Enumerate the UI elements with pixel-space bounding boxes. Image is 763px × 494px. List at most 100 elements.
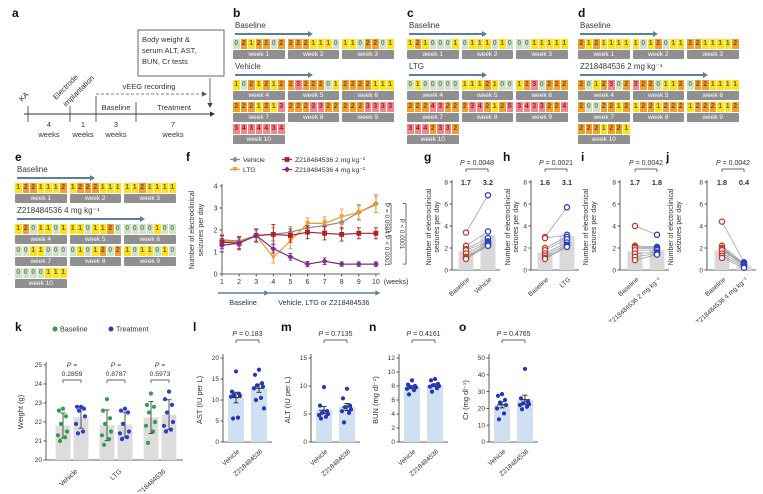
week-column: 3 4 3 4 4 3 4 week 10 xyxy=(233,124,285,144)
p-value: P = xyxy=(155,362,165,369)
seizure-count-cell: 2 xyxy=(357,102,364,112)
sample-dot xyxy=(406,392,412,397)
seizure-count-cell: 2 xyxy=(694,39,701,49)
sample-dot xyxy=(321,385,327,390)
p-value: P < 0.0001 xyxy=(383,235,390,266)
phase-header: Vehicle xyxy=(233,62,405,78)
seizure-count-cell: 1 xyxy=(146,246,153,256)
mean-value: 1.8 xyxy=(652,178,662,187)
seizure-count-cell: 2 xyxy=(357,80,364,90)
arrow-head xyxy=(308,72,313,78)
sample-dot xyxy=(233,369,239,374)
legend-label: Z218484536 2 mg kg⁻¹ xyxy=(295,157,366,164)
seizure-count-cell: 2 xyxy=(422,102,429,112)
y-tick-label: 21 xyxy=(35,438,43,445)
panel-g-label: g xyxy=(424,150,432,164)
sample-dot xyxy=(411,388,417,393)
sample-dot xyxy=(503,402,509,408)
baseline-dot xyxy=(144,402,150,407)
x-tick-label: 1 xyxy=(220,279,224,286)
seizure-count-cell: 0 xyxy=(437,80,444,90)
seizure-count-cell: 0 xyxy=(169,224,176,234)
phase-label: Vehicle xyxy=(235,62,261,71)
baseline-dot xyxy=(99,433,105,438)
timeline-diagram: Body weight & serum ALT, AST, BUN, Cr test… xyxy=(17,29,225,139)
week-label: week 5 xyxy=(461,91,513,100)
seizure-count-cell: 1 xyxy=(372,80,379,90)
seizure-count-cell: 0 xyxy=(22,246,29,256)
x-category-label: LTG xyxy=(559,276,573,289)
tests-box-line: Body weight & xyxy=(142,35,190,44)
y-tick-label: 4 xyxy=(699,223,703,230)
phase-header: Baseline xyxy=(233,21,405,37)
seizure-count-cell: 1 xyxy=(248,39,255,49)
marker-diamond xyxy=(232,156,238,163)
seizure-count-cell: 2 xyxy=(647,80,654,90)
y-tick-label: 0 xyxy=(699,267,703,274)
seizure-count-cell: 0 xyxy=(429,39,436,49)
pair-line xyxy=(721,249,745,266)
baseline-dot xyxy=(718,218,726,225)
seizure-count-cell: 0 xyxy=(437,39,444,49)
seizure-count-cell: 2 xyxy=(600,80,607,90)
seizure-count-cell: 0 xyxy=(444,80,451,90)
pair-line xyxy=(634,246,658,249)
y-tick-label: 0 xyxy=(215,439,219,446)
y-tick-label: 8 xyxy=(444,179,448,186)
phase-arrow-label: Vehicle, LTG or Z218484536 xyxy=(278,298,369,307)
x-category-label: Vehicle xyxy=(397,448,418,467)
y-axis-label: seizures per day xyxy=(196,203,205,256)
seizure-count-cell: 2 xyxy=(287,102,294,112)
seizure-count-cell: 0 xyxy=(452,80,459,90)
marker-square xyxy=(373,230,379,236)
seizure-count-cell: 1 xyxy=(647,39,654,49)
sample-dot xyxy=(522,366,528,372)
baseline-dot xyxy=(56,408,62,413)
seizure-count-cell: 4 xyxy=(561,102,568,112)
seizure-count-cell: 1 xyxy=(476,39,483,49)
seizure-count-cell: 1 xyxy=(499,39,506,49)
series-line xyxy=(221,203,377,242)
mean-bar xyxy=(339,407,355,442)
x-tick-label: 4 xyxy=(271,279,275,286)
x-tick-label: 10 xyxy=(372,279,380,286)
y-tick-label: 20 xyxy=(212,355,220,362)
y-tick-label: 50 xyxy=(478,355,486,362)
sample-dot xyxy=(517,402,523,408)
seizure-count-cell: 1 xyxy=(60,224,67,234)
marker-triangle xyxy=(373,202,379,208)
y-axis-label: Weight (g) xyxy=(16,394,25,429)
seizure-count-cell: 4 xyxy=(414,124,421,134)
baseline-dot xyxy=(150,429,156,434)
week-column: 1 1 1 2 1 0 0 week 5 xyxy=(461,80,513,100)
seizure-count-cell: 2 xyxy=(414,39,421,49)
legend-label: LTG xyxy=(243,167,256,174)
week-label: week 10 xyxy=(578,135,630,144)
y-tick-label: 0 xyxy=(303,439,307,446)
mean-value: 3.2 xyxy=(483,178,493,187)
phase-header: Baseline xyxy=(407,21,579,37)
baseline-dot xyxy=(100,408,106,413)
seizure-count-cell: 2 xyxy=(317,80,324,90)
seizure-count-cell: 3 xyxy=(233,124,240,134)
seizure-count-cell: 0 xyxy=(461,39,468,49)
arrow-head xyxy=(482,72,487,78)
panel-c-label: c xyxy=(407,6,414,20)
mean-bar xyxy=(427,385,443,442)
panel-g: g 0 2 4 6 8 1.7 3.2 P = 0.0048 Baseline Vehicle Nu… xyxy=(424,150,504,322)
pair-line xyxy=(721,247,745,265)
treatment-dot xyxy=(164,410,170,415)
seizure-count-cell: 1 xyxy=(677,39,684,49)
seizure-count-cell: 3 xyxy=(437,102,444,112)
y-tick-label: 0 xyxy=(612,267,616,274)
seizure-count-cell: 3 xyxy=(372,102,379,112)
seizure-count-cell: 2 xyxy=(732,102,739,112)
phase-label: Baseline xyxy=(409,21,440,30)
seizure-count-cell: 2 xyxy=(77,183,84,193)
pair-line xyxy=(544,236,568,249)
y-tick-label: 8 xyxy=(612,179,616,186)
baseline-dot xyxy=(63,414,69,419)
seizure-count-cell: 2 xyxy=(407,102,414,112)
